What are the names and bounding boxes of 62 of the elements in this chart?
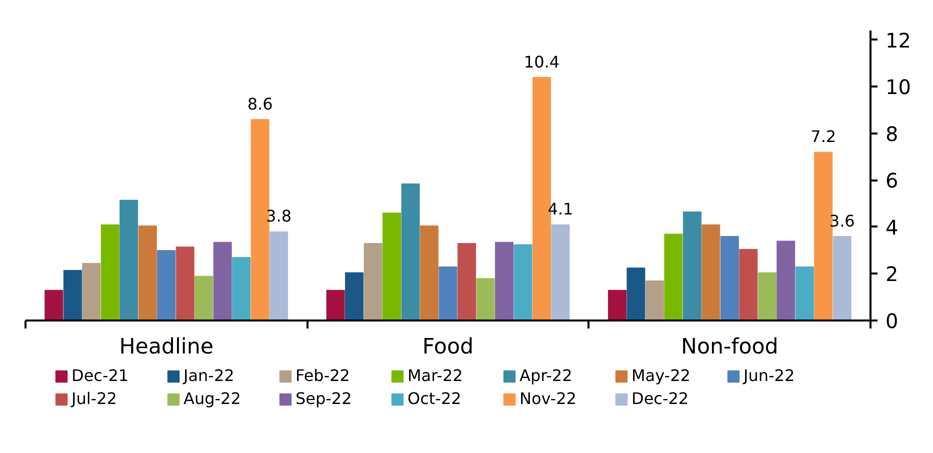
bar [232, 257, 251, 320]
legend-label: Feb-22 [296, 366, 351, 385]
legend-label: Sep-22 [296, 389, 353, 408]
bar [795, 266, 814, 320]
y-tick-label: 8 [886, 122, 898, 146]
y-tick-label: 4 [886, 215, 898, 240]
bar [457, 243, 476, 320]
legend-label: Aug-22 [184, 389, 242, 408]
bar [194, 276, 214, 320]
bar [514, 244, 532, 320]
legend-label: Dec-21 [72, 366, 130, 385]
bar [551, 224, 570, 320]
x-tick-label: Food [422, 334, 474, 360]
legend-label: May-22 [632, 366, 692, 385]
bar [494, 242, 514, 320]
y-tick-label: 6 [886, 168, 898, 193]
bar [326, 290, 345, 320]
bar [345, 272, 364, 320]
bar [364, 243, 382, 320]
bar [100, 224, 120, 320]
bar [682, 212, 702, 320]
legend-label: Jul-22 [72, 389, 118, 408]
bar [157, 250, 176, 320]
bar [832, 236, 852, 320]
bar [476, 278, 495, 320]
x-tick-label: Headline [119, 334, 214, 360]
legend-label: Mar-22 [408, 366, 464, 385]
bar [120, 200, 138, 320]
bar [63, 270, 82, 320]
bar [138, 226, 157, 320]
data-label: 8.6 [247, 94, 273, 114]
legend-label: Jun-22 [744, 366, 796, 385]
legend-label: Nov-22 [520, 389, 578, 408]
bar [420, 226, 439, 320]
bar [608, 290, 626, 320]
bar [626, 268, 646, 320]
data-label: 7.2 [810, 127, 836, 146]
legend-label: Jan-22 [184, 366, 236, 385]
bar [720, 236, 739, 320]
bar [776, 240, 796, 320]
bar [664, 234, 683, 320]
bar [702, 224, 720, 320]
bar [758, 272, 776, 320]
x-tick-label: Non-food [680, 334, 778, 360]
bar [213, 242, 232, 320]
legend-label: Dec-22 [632, 389, 690, 408]
y-tick-label: 0 [886, 309, 898, 333]
bar [739, 248, 758, 320]
bar [438, 266, 458, 320]
bar [82, 262, 101, 320]
bar [176, 246, 194, 320]
y-tick-label: 12 [886, 28, 911, 52]
bar [645, 280, 664, 320]
bar [382, 212, 402, 320]
legend-label: Oct-22 [408, 389, 462, 408]
y-tick-label: 10 [886, 75, 911, 100]
y-tick-label: 2 [886, 262, 898, 286]
data-label: 10.4 [524, 52, 560, 72]
bar [401, 183, 420, 320]
legend-label: Apr-22 [520, 366, 574, 385]
bar [44, 290, 64, 320]
bar [270, 231, 288, 320]
